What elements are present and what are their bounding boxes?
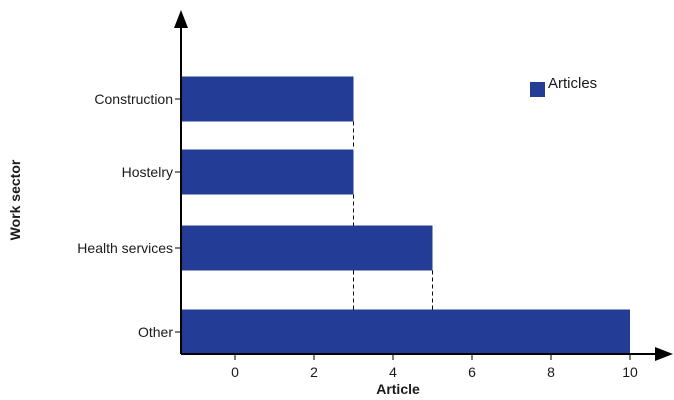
x-tick-label-0: 0 [231,364,239,380]
y-axis-title: Work sector [7,159,23,240]
x-axis-title: Article [376,381,420,397]
bar-other [181,309,630,355]
x-axis-arrow-icon [655,347,673,361]
y-tick-label-other: Other [138,324,173,340]
x-tick-label-10: 10 [622,364,638,380]
bar-hostelry [181,149,354,195]
legend-swatch [530,82,545,97]
x-tick-label-2: 2 [310,364,318,380]
y-tick-label-construction: Construction [94,91,173,107]
x-tick-marks [234,354,631,360]
bars-group [181,76,630,355]
y-tick-label-hostelry: Hostelry [122,164,173,180]
bar-health-services [181,225,433,271]
guide-lines-group [353,121,433,310]
y-axis-arrow-icon [174,10,188,28]
x-tick-label-6: 6 [468,364,476,380]
x-tick-labels: 0 2 4 6 8 10 [231,364,638,380]
y-tick-label-health-services: Health services [77,240,173,256]
legend-label: Articles [548,75,597,92]
y-tick-labels: Construction Hostelry Health services Other [77,91,173,340]
bar-construction [181,76,354,122]
y-tick-marks [175,98,181,333]
x-tick-label-4: 4 [389,364,397,380]
x-tick-label-8: 8 [547,364,555,380]
axes-group [174,10,673,361]
legend: Articles [530,75,597,97]
